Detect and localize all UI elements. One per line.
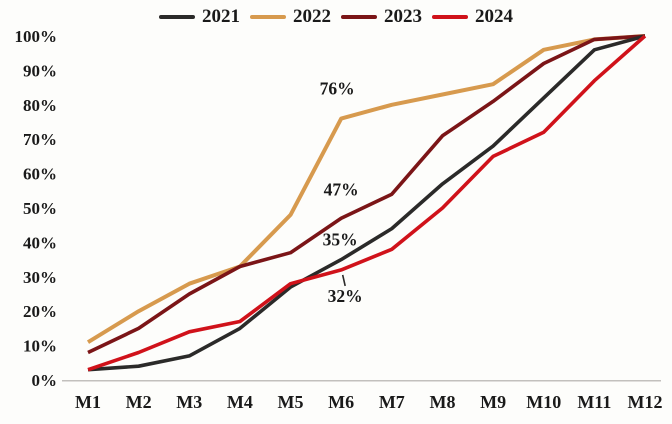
x-axis-label: M12 xyxy=(628,392,663,412)
series-line-2021 xyxy=(87,34,646,372)
data-label-2023-M6: 47% xyxy=(324,179,359,199)
x-axis-label: M11 xyxy=(577,392,611,412)
legend-item-2023: 2023 xyxy=(341,6,422,28)
x-axis-label: M8 xyxy=(429,392,455,412)
y-axis-label: 0% xyxy=(32,371,58,390)
y-axis-label: 70% xyxy=(23,130,57,149)
legend-swatch-2023 xyxy=(341,14,377,20)
legend-swatch-2021 xyxy=(159,14,195,20)
series-line-2024 xyxy=(87,34,647,372)
data-label-2024-M6: 32% xyxy=(328,286,363,306)
x-axis-label: M6 xyxy=(328,392,354,412)
x-axis-label: M7 xyxy=(379,392,405,412)
legend-item-2022: 2022 xyxy=(250,6,331,28)
y-axis-label: 100% xyxy=(15,27,58,46)
legend-label-2021: 2021 xyxy=(202,6,240,27)
legend-swatch-2022 xyxy=(250,14,286,20)
y-axis-label: 60% xyxy=(23,165,57,184)
y-axis-label: 90% xyxy=(23,61,57,80)
legend-label-2024: 2024 xyxy=(475,6,513,27)
chart-legend: 2021 2022 2023 2024 xyxy=(0,6,672,28)
data-label-2022-M6: 76% xyxy=(320,79,355,99)
x-axis-label: M5 xyxy=(278,392,304,412)
series-line-2022 xyxy=(86,34,646,344)
y-axis-label: 40% xyxy=(23,233,57,252)
annotation-leader-line xyxy=(341,274,346,287)
legend-item-2021: 2021 xyxy=(159,6,240,28)
legend-swatch-2024 xyxy=(432,14,468,20)
x-axis-label: M1 xyxy=(75,392,101,412)
x-axis-label: M2 xyxy=(126,392,152,412)
y-axis-label: 20% xyxy=(23,302,57,321)
legend-label-2022: 2022 xyxy=(293,6,331,27)
y-axis-label: 80% xyxy=(23,96,57,115)
data-label-2021-M6: 35% xyxy=(323,230,358,250)
series-line-2023 xyxy=(87,34,646,355)
legend-item-2024: 2024 xyxy=(432,6,513,28)
x-axis-label: M3 xyxy=(176,392,202,412)
y-axis-label: 10% xyxy=(23,337,57,356)
legend-label-2023: 2023 xyxy=(384,6,422,27)
y-axis-label: 30% xyxy=(23,268,57,287)
y-axis-label: 50% xyxy=(23,199,57,218)
x-axis-label: M9 xyxy=(480,392,506,412)
x-axis-label: M4 xyxy=(227,392,253,412)
x-axis-label: M10 xyxy=(526,392,561,412)
